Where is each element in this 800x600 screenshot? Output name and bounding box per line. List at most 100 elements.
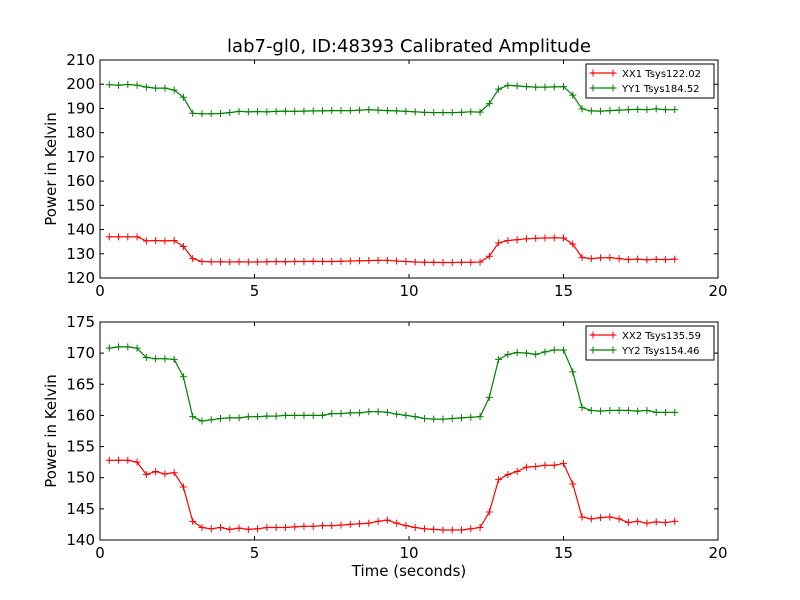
y-tick-label: 145 xyxy=(66,500,95,518)
data-point xyxy=(476,258,484,266)
data-point xyxy=(291,258,299,266)
data-point xyxy=(337,521,345,529)
data-point xyxy=(291,411,299,419)
data-point xyxy=(587,515,595,523)
y-tick-label: 200 xyxy=(66,75,95,93)
data-point xyxy=(291,107,299,115)
data-point xyxy=(550,83,558,91)
data-point xyxy=(504,350,512,358)
data-point xyxy=(448,258,456,266)
data-point xyxy=(272,412,280,420)
legend-marker xyxy=(589,84,597,92)
data-point xyxy=(411,258,419,266)
data-point xyxy=(643,406,651,414)
data-point xyxy=(458,526,466,534)
data-point xyxy=(597,107,605,115)
x-tick-label: 20 xyxy=(708,282,727,300)
data-point xyxy=(569,240,577,248)
legend-marker xyxy=(609,331,617,339)
data-point xyxy=(309,107,317,115)
data-point xyxy=(105,456,113,464)
data-point xyxy=(207,416,215,424)
data-point xyxy=(189,413,197,421)
data-point xyxy=(281,107,289,115)
x-tick-label: 0 xyxy=(95,544,105,562)
data-point xyxy=(142,237,150,245)
data-point xyxy=(532,350,540,358)
data-point xyxy=(661,256,669,264)
series-1 xyxy=(105,233,679,266)
data-point xyxy=(189,517,197,525)
data-point xyxy=(198,258,206,266)
data-point xyxy=(217,415,225,423)
data-point xyxy=(179,243,187,251)
data-point xyxy=(124,343,132,351)
data-point xyxy=(115,456,123,464)
data-point xyxy=(115,81,123,89)
data-point xyxy=(226,109,234,117)
data-point xyxy=(300,258,308,266)
y-tick-label: 160 xyxy=(66,406,95,424)
data-point xyxy=(634,407,642,415)
data-point xyxy=(244,525,252,533)
data-point xyxy=(504,81,512,89)
data-point xyxy=(365,408,373,416)
data-point xyxy=(532,234,540,242)
data-point xyxy=(235,107,243,115)
data-point xyxy=(606,406,614,414)
data-point xyxy=(476,108,484,116)
data-point xyxy=(263,412,271,420)
data-point xyxy=(420,415,428,423)
data-point xyxy=(207,525,215,533)
data-point xyxy=(374,256,382,264)
data-point xyxy=(161,355,169,363)
data-point xyxy=(430,415,438,423)
y-tick-label: 140 xyxy=(66,221,95,239)
series-2 xyxy=(105,80,679,118)
data-point xyxy=(263,108,271,116)
data-point xyxy=(346,520,354,528)
y-tick-label: 150 xyxy=(66,196,95,214)
y-axis-label: Power in Kelvin xyxy=(42,112,60,226)
y-tick-label: 210 xyxy=(66,51,95,69)
data-point xyxy=(504,471,512,479)
series-1 xyxy=(105,456,679,534)
data-point xyxy=(550,461,558,469)
y-axis-label: Power in Kelvin xyxy=(42,374,60,488)
y-tick-label: 190 xyxy=(66,99,95,117)
legend-label: XX2 Tsys135.59 xyxy=(622,331,701,342)
data-point xyxy=(374,408,382,416)
x-axis-label: Time (seconds) xyxy=(351,562,467,580)
data-point xyxy=(467,413,475,421)
data-point xyxy=(217,110,225,118)
data-point xyxy=(624,106,632,114)
data-point xyxy=(152,355,160,363)
data-point xyxy=(532,463,540,471)
data-point xyxy=(578,253,586,261)
data-point xyxy=(504,236,512,244)
legend-item: YY1 Tsys184.52 xyxy=(589,84,700,95)
data-point xyxy=(328,410,336,418)
x-tick-label: 0 xyxy=(95,282,105,300)
data-point xyxy=(337,107,345,115)
data-point xyxy=(560,459,567,467)
data-point xyxy=(522,83,530,91)
data-point xyxy=(615,515,623,523)
y-tick-label: 150 xyxy=(66,469,95,487)
data-point xyxy=(383,516,391,524)
data-point xyxy=(522,463,530,471)
data-point xyxy=(624,519,632,527)
data-point xyxy=(420,108,428,116)
data-point xyxy=(309,522,317,530)
data-point xyxy=(170,469,178,477)
data-point xyxy=(383,408,391,416)
data-point xyxy=(383,256,391,264)
legend-label: YY1 Tsys184.52 xyxy=(621,84,700,95)
legend-label: XX1 Tsys122.02 xyxy=(622,69,701,80)
data-point xyxy=(207,110,215,118)
data-point xyxy=(439,109,447,117)
data-point xyxy=(105,344,113,352)
data-point xyxy=(513,349,521,357)
chart-panel-2: 0 5 10 15 20 140 145 150 155 160 165 170 175 Power in… xyxy=(42,313,728,580)
